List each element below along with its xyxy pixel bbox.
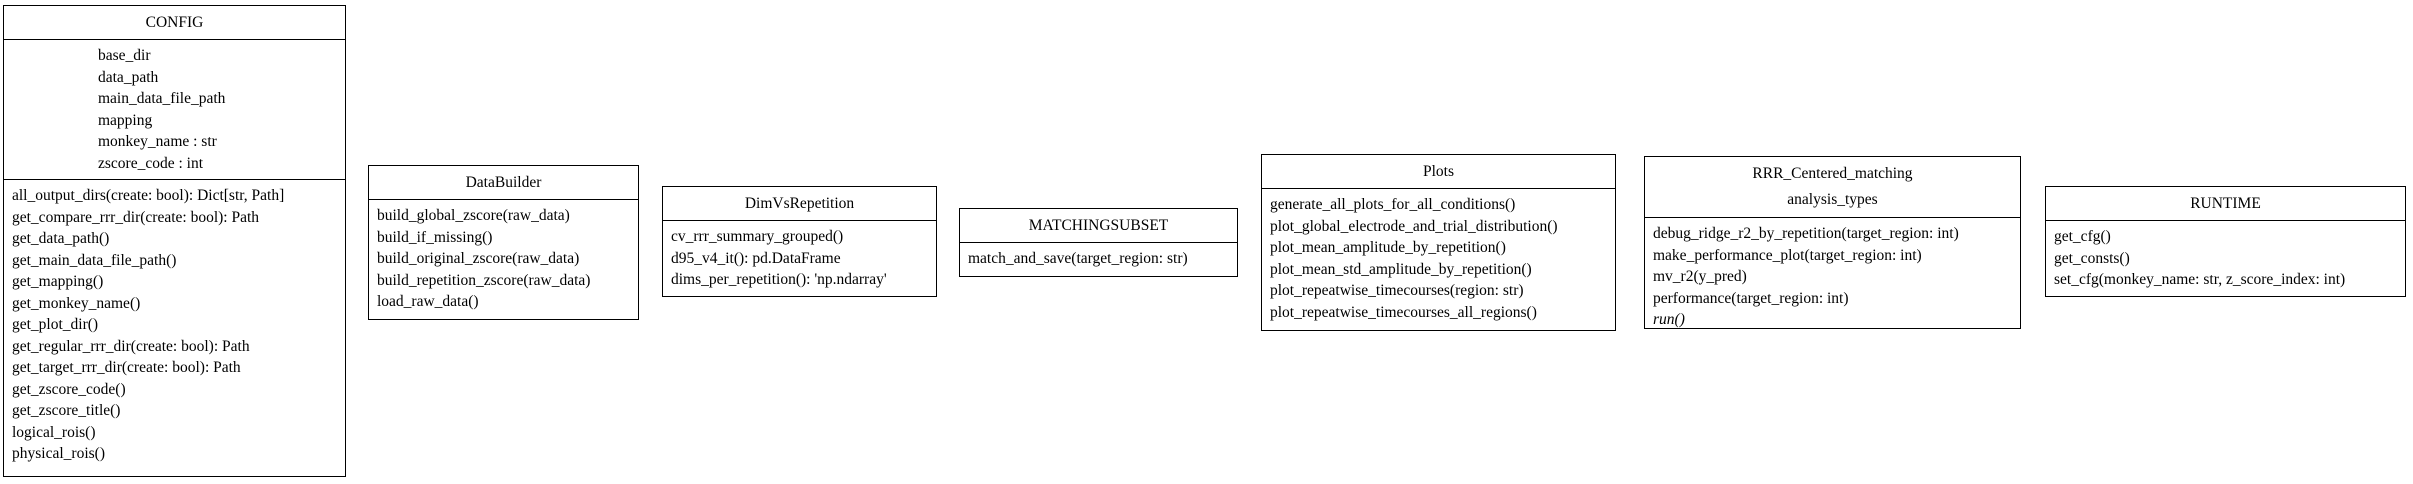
attribute: data_path: [98, 68, 159, 86]
method: get_cfg(): [2054, 228, 2111, 245]
class-title: MATCHINGSUBSET: [1028, 217, 1169, 234]
method: cv_rrr_summary_grouped(): [671, 228, 844, 245]
method: all_output_dirs(create: bool): Dict[str,…: [12, 187, 285, 204]
class-dimvsrepetition: DimVsRepetition cv_rrr_summary_grouped()…: [662, 186, 937, 297]
method: get_main_data_file_path(): [12, 251, 177, 269]
methods-section: match_and_save(target_region: str): [960, 242, 1237, 275]
method: build_original_zscore(raw_data): [377, 250, 580, 267]
class-title: DataBuilder: [465, 174, 542, 191]
class-title: DimVsRepetition: [744, 195, 855, 212]
class-title: CONFIG: [145, 14, 204, 31]
method: plot_mean_amplitude_by_repetition(): [1270, 239, 1506, 256]
attribute: base_dir: [98, 47, 151, 64]
class-databuilder: DataBuilder build_global_zscore(raw_data…: [368, 165, 639, 320]
methods-section: build_global_zscore(raw_data) build_if_m…: [369, 199, 638, 318]
method: logical_rois(): [12, 423, 96, 441]
method: mv_r2(y_pred): [1653, 268, 1747, 285]
attributes-section: base_dir data_path main_data_file_path m…: [4, 39, 345, 179]
attribute: main_data_file_path: [98, 90, 226, 107]
attribute: monkey_name : str: [98, 133, 217, 150]
method: physical_rois(): [12, 445, 105, 462]
abstract-method: run(): [1653, 311, 1685, 328]
method: plot_repeatwise_timecourses(region: str): [1270, 282, 1524, 299]
class-title: RRR_Centered_matching: [1752, 165, 1913, 182]
methods-section: debug_ridge_r2_by_repetition(target_regi…: [1645, 217, 2020, 336]
method: plot_repeatwise_timecourses_all_regions(…: [1270, 303, 1537, 321]
class-rrr-centered-matching: RRR_Centered_matching analysis_types deb…: [1644, 156, 2021, 329]
attribute: mapping: [98, 111, 153, 129]
class-plots: Plots generate_all_plots_for_all_conditi…: [1261, 154, 1616, 331]
method: debug_ridge_r2_by_repetition(target_regi…: [1653, 225, 1959, 242]
class-runtime: RUNTIME get_cfg() get_consts() set_cfg(m…: [2045, 186, 2406, 297]
class-matchingsubset: MATCHINGSUBSET match_and_save(target_reg…: [959, 208, 1238, 277]
methods-section: cv_rrr_summary_grouped() d95_v4_it(): pd…: [663, 220, 936, 296]
methods-section: all_output_dirs(create: bool): Dict[str,…: [4, 179, 345, 470]
method: get_zscore_title(): [12, 402, 121, 419]
method: match_and_save(target_region: str): [968, 250, 1188, 267]
method: set_cfg(monkey_name: str, z_score_index:…: [2054, 271, 2346, 288]
methods-section: generate_all_plots_for_all_conditions() …: [1262, 188, 1615, 328]
method: get_consts(): [2054, 249, 2130, 267]
method: performance(target_region: int): [1653, 289, 1849, 307]
class-title: RUNTIME: [2190, 195, 2261, 212]
method: get_mapping(): [12, 273, 104, 290]
class-stereotype: analysis_types: [1787, 191, 1878, 208]
method: generate_all_plots_for_all_conditions(): [1270, 196, 1516, 213]
method: plot_mean_std_amplitude_by_repetition(): [1270, 260, 1532, 278]
method: dims_per_repetition(): 'np.ndarray': [671, 271, 887, 288]
method: d95_v4_it(): pd.DataFrame: [671, 249, 841, 267]
method: load_raw_data(): [377, 293, 479, 310]
method: get_target_rrr_dir(create: bool): Path: [12, 359, 241, 376]
class-config: CONFIG base_dir data_path main_data_file…: [3, 5, 346, 477]
methods-section: get_cfg() get_consts() set_cfg(monkey_na…: [2046, 220, 2405, 296]
method: get_regular_rrr_dir(create: bool): Path: [12, 337, 250, 355]
method: build_repetition_zscore(raw_data): [377, 271, 591, 289]
attribute: zscore_code : int: [98, 154, 204, 172]
class-title: Plots: [1422, 163, 1454, 180]
method: get_compare_rrr_dir(create: bool): Path: [12, 208, 260, 226]
method: build_global_zscore(raw_data): [377, 207, 570, 224]
method: get_zscore_code(): [12, 380, 126, 398]
method: build_if_missing(): [377, 228, 493, 246]
method: get_monkey_name(): [12, 294, 141, 312]
method: get_plot_dir(): [12, 316, 99, 333]
method: make_performance_plot(target_region: int…: [1653, 246, 1922, 264]
method: get_data_path(): [12, 230, 110, 247]
method: plot_global_electrode_and_trial_distribu…: [1270, 217, 1558, 235]
